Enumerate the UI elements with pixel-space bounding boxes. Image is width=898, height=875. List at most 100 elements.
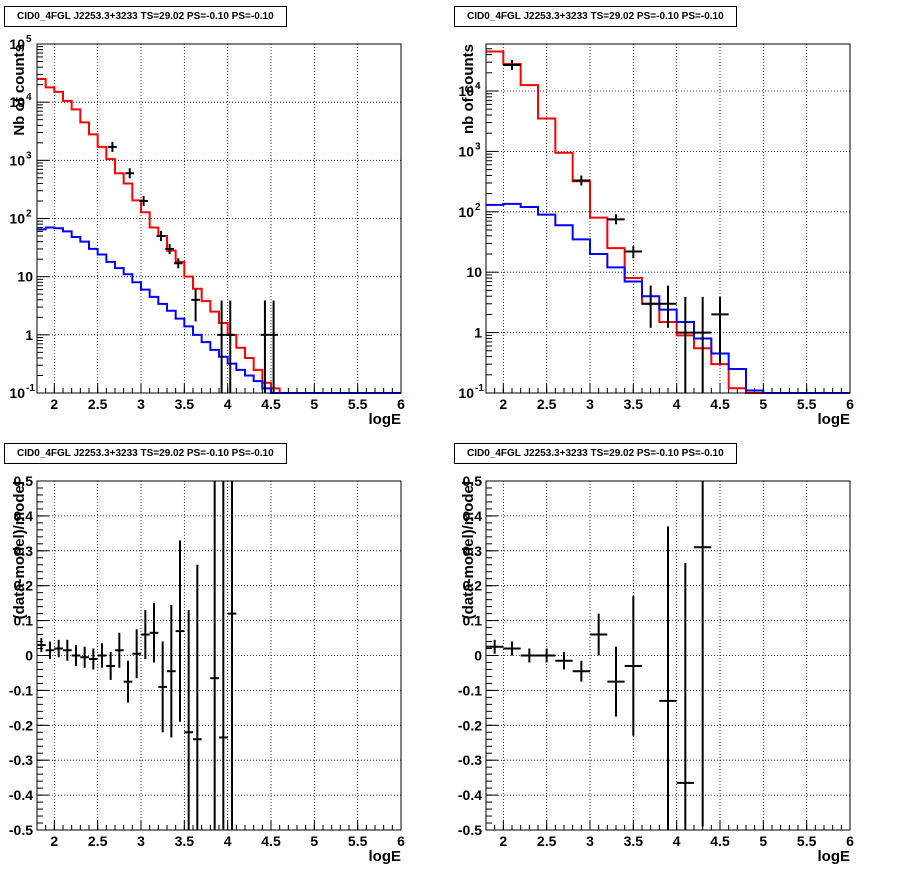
chart-title: CID0_4FGL J2253.3+3233 TS=29.02 PS=-0.10… — [454, 443, 737, 464]
data-point — [260, 300, 270, 393]
residual-point — [676, 563, 694, 830]
x-tick-label: 4 — [673, 833, 681, 849]
y-tick-exponent: 4 — [26, 92, 32, 103]
residual-point — [54, 639, 63, 658]
y-tick-label: -0.4 — [458, 787, 482, 803]
pad-residual-left: 2 2.5 3 3.5 4 4.5 5 5.5 6 -0.5 -0.4 -0.3 -0.2 -0.1 0 0.… — [0, 437, 449, 874]
y-tick-label: 10 — [9, 94, 25, 110]
x-tick-label: 4 — [673, 396, 681, 412]
y-tick-label: 10 — [9, 36, 25, 52]
chart-title: CID0_4FGL J2253.3+3233 TS=29.02 PS=-0.10… — [4, 443, 287, 464]
residual-point — [520, 648, 538, 663]
residual-point — [486, 639, 504, 654]
y-tick-label: 0.4 — [14, 508, 34, 524]
plot-frame — [485, 43, 851, 394]
residual-point — [624, 596, 642, 736]
data-point — [711, 296, 729, 365]
x-tick-label: 4 — [224, 396, 232, 412]
residual-point — [694, 481, 712, 827]
plot-area: 2 2.5 3 3.5 4 4.5 5 5.5 6 -0.5 -0.4 -0.3 -0.2 -0.1 0 0.… — [458, 473, 854, 865]
y-tick-exponent: 3 — [475, 141, 481, 152]
y-tick-label: 10 — [9, 211, 25, 227]
y-tick-label: -0.1 — [458, 682, 482, 698]
plot-frame — [36, 480, 402, 831]
x-tick-label: 2.5 — [537, 833, 557, 849]
residual-point — [555, 652, 573, 670]
residual-point — [193, 564, 202, 830]
x-tick-label: 5.5 — [348, 833, 368, 849]
x-tick-label: 6 — [397, 396, 405, 412]
residual-point — [503, 641, 521, 656]
y-tick-label: 10 — [9, 152, 25, 168]
y-tick-label: -0.1 — [9, 682, 33, 698]
data-point — [191, 289, 200, 322]
residual-point — [141, 610, 150, 659]
x-tick-label: 3 — [137, 833, 145, 849]
residual-point — [210, 481, 219, 830]
data-point — [156, 231, 166, 242]
x-tick-label: 3.5 — [624, 396, 644, 412]
y-tick-exponent: 2 — [475, 202, 481, 213]
y-tick-label: -0.4 — [9, 787, 33, 803]
x-axis-label: logE — [818, 848, 851, 865]
x-tick-label: 2.5 — [88, 396, 108, 412]
pad-counts-right: 2 2.5 3 3.5 4 4.5 5 5.5 6 10 -1 1 10 10 2 10 3 10 4 logE nb … — [449, 0, 898, 437]
y-tick-label: -0.3 — [9, 752, 33, 768]
x-tick-label: 5 — [759, 833, 767, 849]
y-tick-exponent: 4 — [475, 81, 481, 92]
y-tick-label: -0.3 — [458, 752, 482, 768]
residual-point — [106, 652, 115, 680]
x-tick-label: 6 — [846, 833, 854, 849]
residual-point — [219, 481, 228, 830]
x-tick-label: 3.5 — [175, 396, 195, 412]
x-tick-label: 4 — [224, 833, 232, 849]
x-tick-label: 5.5 — [348, 396, 368, 412]
residual-point — [590, 613, 608, 656]
residual-point — [607, 646, 625, 717]
y-axis-label: Nb of counts — [11, 44, 28, 136]
y-axis-label: (data-model)/model — [11, 481, 28, 619]
series-source-line — [37, 226, 401, 394]
residual-point — [659, 526, 677, 830]
y-tick-label: 1 — [25, 327, 33, 343]
y-tick-label: 0.2 — [14, 578, 34, 594]
residual-point — [115, 632, 124, 668]
x-tick-label: 3 — [137, 396, 145, 412]
y-tick-label: -0.5 — [9, 822, 33, 838]
y-tick-label: 0.5 — [463, 473, 483, 489]
x-tick-label: 2.5 — [88, 833, 108, 849]
x-axis-label: logE — [369, 848, 402, 865]
y-tick-label: 0.1 — [463, 613, 483, 629]
residual-point — [123, 660, 133, 703]
y-tick-label: -0.5 — [458, 822, 482, 838]
x-tick-label: 2 — [50, 396, 58, 412]
data-point — [125, 168, 135, 179]
y-tick-label: 10 — [458, 385, 474, 401]
data-point — [139, 195, 148, 206]
residual-point — [158, 641, 167, 733]
series-total-line — [486, 50, 850, 394]
x-tick-label: 5 — [759, 396, 767, 412]
y-axis-label: (data-model)/model — [460, 481, 477, 619]
x-tick-label: 2 — [50, 833, 58, 849]
chart-title: CID0_4FGL J2253.3+3233 TS=29.02 PS=-0.10… — [454, 6, 737, 27]
residual-point — [89, 648, 98, 670]
residual-point — [175, 540, 185, 722]
y-tick-exponent: -1 — [475, 383, 484, 394]
chart-title: CID0_4FGL J2253.3+3233 TS=29.02 PS=-0.10… — [4, 6, 287, 27]
residual-point — [572, 660, 590, 682]
x-tick-label: 4.5 — [710, 396, 730, 412]
data-point — [108, 141, 117, 152]
pad-counts-left: 2 2.5 3 3.5 4 4.5 5 5.5 6 10 -1 1 10 10 2 10 3 10 4 10 5 logE… — [0, 0, 449, 437]
x-tick-label: 3.5 — [624, 833, 644, 849]
data-point — [217, 300, 226, 393]
residual-point — [71, 645, 81, 666]
y-axis-label: nb of counts — [460, 44, 477, 134]
data-point — [503, 59, 521, 70]
x-tick-label: 6 — [846, 396, 854, 412]
residual-point — [538, 648, 556, 663]
x-axis-label: logE — [818, 411, 851, 428]
chart-residual-right: 2 2.5 3 3.5 4 4.5 5 5.5 6 -0.5 -0.4 -0.3 -0.2 -0.1 0 0.… — [458, 473, 854, 865]
